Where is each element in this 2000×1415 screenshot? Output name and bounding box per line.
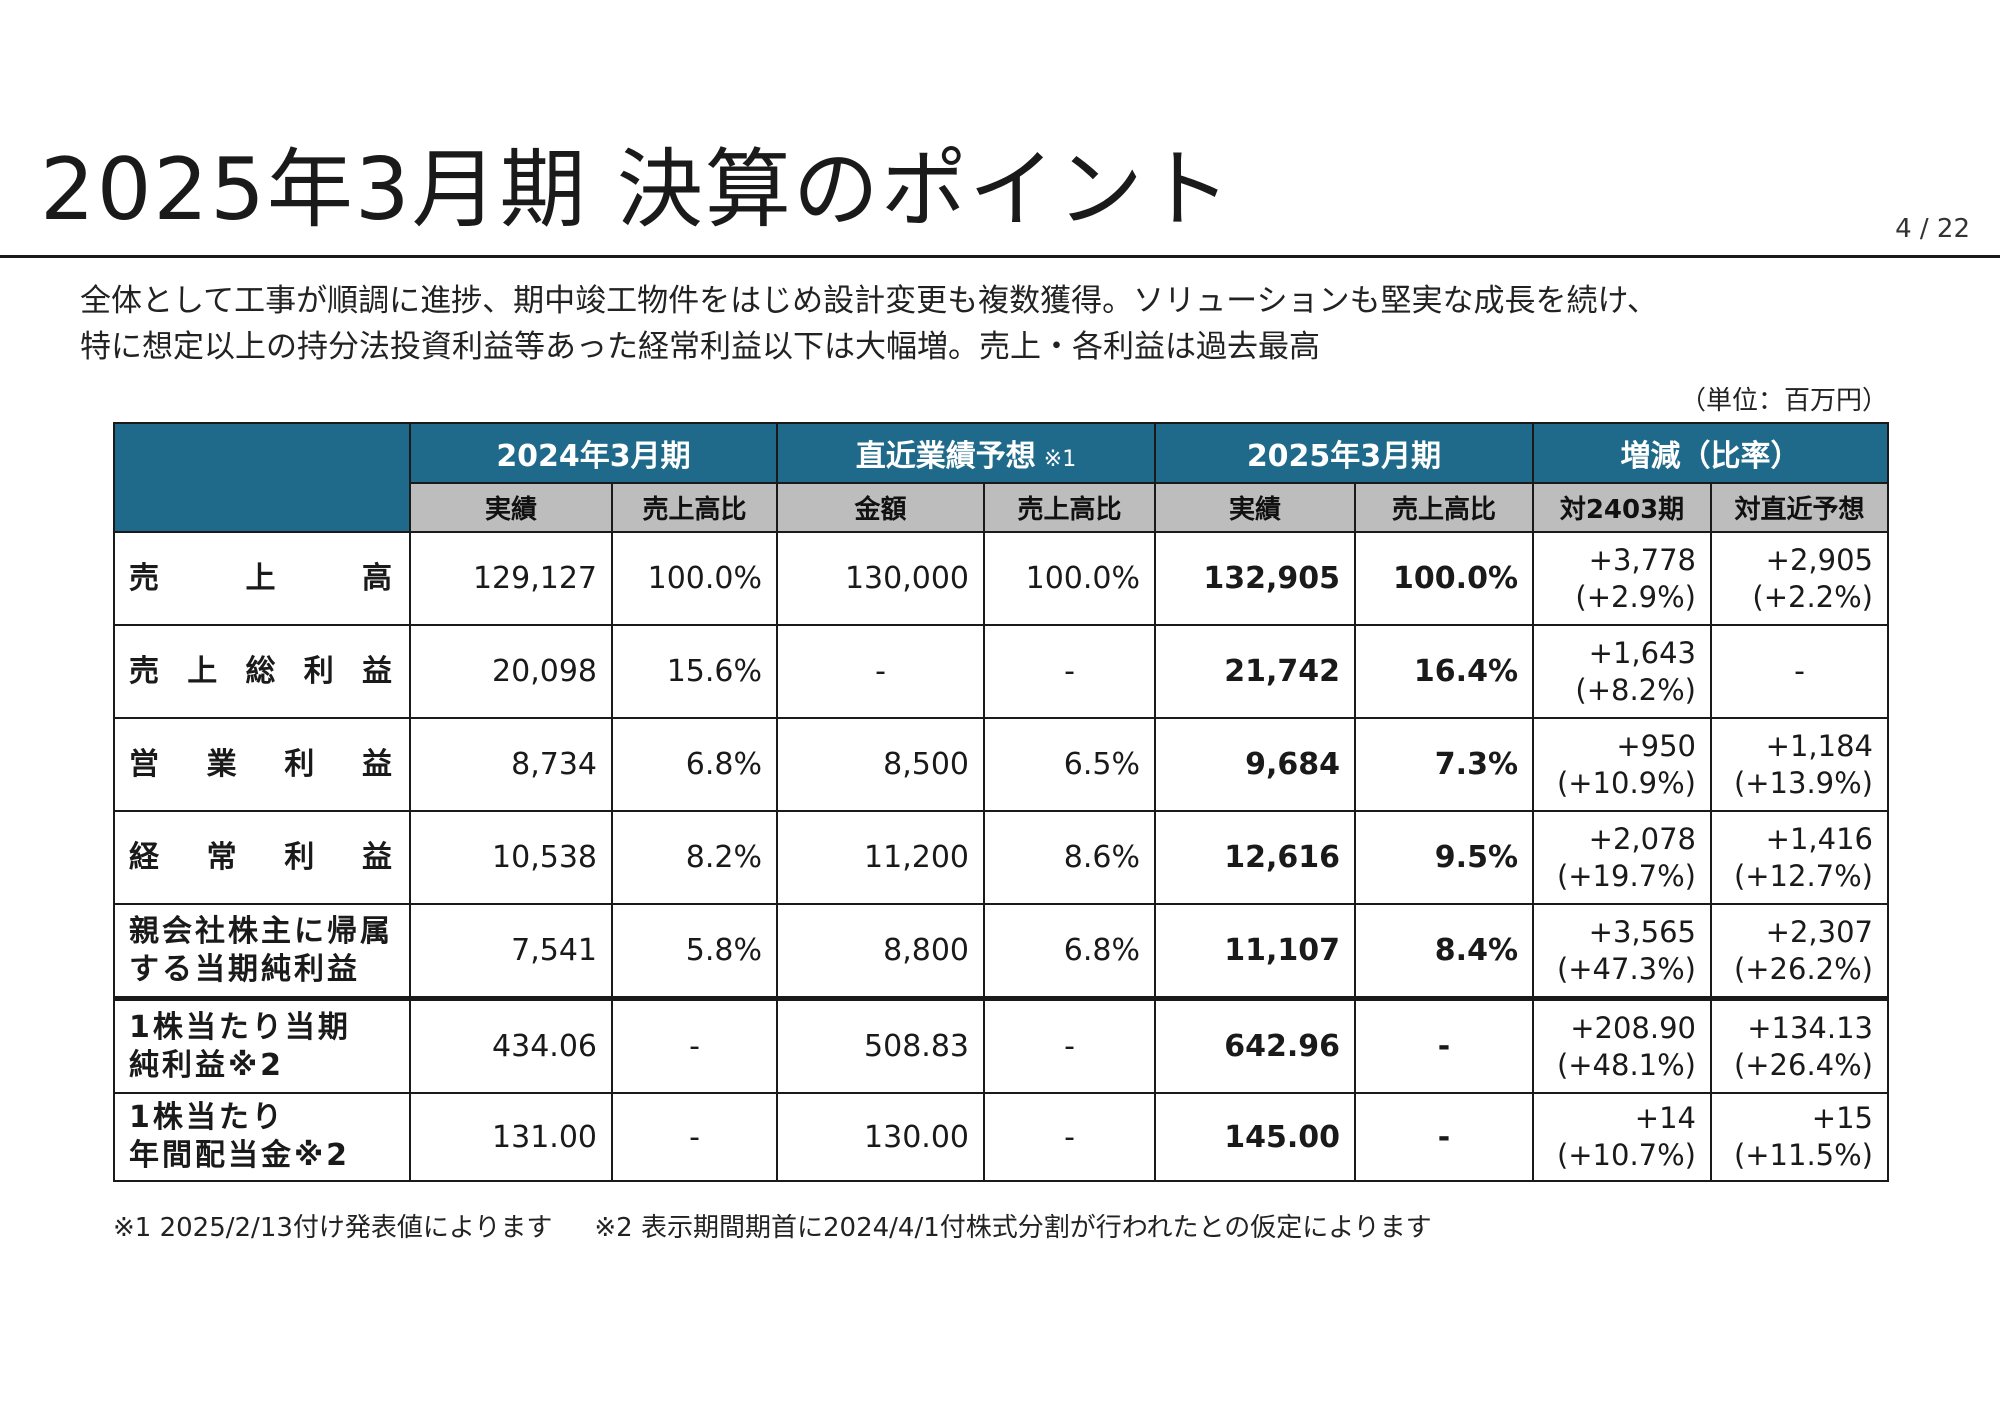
cell-forecast-ratio: 100.0% xyxy=(983,531,1156,626)
cell-change-vs-forecast: +2,905 (+2.2%) xyxy=(1710,531,1889,626)
cell-change-vs-2403: +950 (+10.9%) xyxy=(1532,717,1712,812)
cell-ratio-2025: 9.5% xyxy=(1354,810,1534,905)
group-header-forecast: 直近業績予想 ※1 xyxy=(776,422,1156,484)
cell-forecast: 8,500 xyxy=(776,717,985,812)
cell-actual-2025: 12,616 xyxy=(1154,810,1356,905)
cell-forecast-ratio: 6.5% xyxy=(983,717,1156,812)
table-row: 営業利益 8,734 6.8% 8,500 6.5% 9,684 7.3% +9… xyxy=(113,717,1889,812)
col-header-ratio-2025: 売上高比 xyxy=(1354,482,1534,533)
unit-note: （単位：百万円） xyxy=(1679,386,1888,416)
cell-ratio-2024: 6.8% xyxy=(611,717,778,812)
row-label: 1株当たり当期 純利益※2 xyxy=(113,996,411,1094)
row-label: 売上高 xyxy=(113,531,411,626)
cell-change-vs-forecast: +134.13 (+26.4%) xyxy=(1710,996,1889,1094)
cell-forecast-ratio: - xyxy=(983,1092,1156,1182)
row-label: 経常利益 xyxy=(113,810,411,905)
cell-ratio-2024: - xyxy=(611,996,778,1094)
cell-change-vs-2403: +208.90 (+48.1%) xyxy=(1532,996,1712,1094)
table-row: 1株当たり 年間配当金※2 131.00 - 130.00 - 145.00 - … xyxy=(113,1092,1889,1182)
footnotes: ※1 2025/2/13付け発表値によります ※2 表示期間期首に2024/4/1… xyxy=(113,1207,1432,1244)
cell-change-vs-2403: +3,565 (+47.3%) xyxy=(1532,903,1712,1000)
cell-ratio-2025: - xyxy=(1354,996,1534,1094)
cell-ratio-2024: 8.2% xyxy=(611,810,778,905)
cell-change-vs-forecast: +2,307 (+26.2%) xyxy=(1710,903,1889,1000)
cell-forecast: 11,200 xyxy=(776,810,985,905)
cell-change-vs-forecast: +15 (+11.5%) xyxy=(1710,1092,1889,1182)
title-divider xyxy=(0,255,2000,258)
group-header-change: 増減（比率） xyxy=(1532,422,1889,484)
cell-actual-2024: 129,127 xyxy=(409,531,613,626)
group-header-2025: 2025年3月期 xyxy=(1154,422,1534,484)
table-row: 1株当たり当期 純利益※2 434.06 - 508.83 - 642.96 - … xyxy=(113,996,1889,1094)
table-row: 売上総利益 20,098 15.6% - - 21,742 16.4% +1,6… xyxy=(113,624,1889,719)
corner-header-cell xyxy=(113,422,411,533)
table-row: 売上高 129,127 100.0% 130,000 100.0% 132,90… xyxy=(113,531,1889,626)
cell-forecast-ratio: 6.8% xyxy=(983,903,1156,1000)
results-table: 2024年3月期 直近業績予想 ※1 2025年3月期 増減（比率） 実績 売上高… xyxy=(113,422,1889,1182)
footnote-1: ※1 2025/2/13付け発表値によります xyxy=(113,1213,553,1243)
cell-forecast: - xyxy=(776,624,985,719)
row-label: 親会社株主に帰属 する当期純利益 xyxy=(113,903,411,1000)
cell-actual-2024: 131.00 xyxy=(409,1092,613,1182)
cell-change-vs-2403: +1,643 (+8.2%) xyxy=(1532,624,1712,719)
cell-actual-2024: 8,734 xyxy=(409,717,613,812)
cell-actual-2024: 20,098 xyxy=(409,624,613,719)
cell-change-vs-2403: +2,078 (+19.7%) xyxy=(1532,810,1712,905)
cell-forecast: 130.00 xyxy=(776,1092,985,1182)
cell-ratio-2025: 8.4% xyxy=(1354,903,1534,1000)
cell-ratio-2024: 5.8% xyxy=(611,903,778,1000)
cell-forecast: 130,000 xyxy=(776,531,985,626)
col-header-actual-2025: 実績 xyxy=(1154,482,1356,533)
table-row: 経常利益 10,538 8.2% 11,200 8.6% 12,616 9.5%… xyxy=(113,810,1889,905)
col-header-forecast-amount: 金額 xyxy=(776,482,985,533)
cell-change-vs-forecast: +1,184 (+13.9%) xyxy=(1710,717,1889,812)
cell-change-vs-2403: +14 (+10.7%) xyxy=(1532,1092,1712,1182)
cell-change-vs-forecast: - xyxy=(1710,624,1889,719)
cell-actual-2024: 10,538 xyxy=(409,810,613,905)
col-header-actual-2024: 実績 xyxy=(409,482,613,533)
footnote-2: ※2 表示期間期首に2024/4/1付株式分割が行われたとの仮定によります xyxy=(594,1213,1432,1243)
cell-ratio-2024: 100.0% xyxy=(611,531,778,626)
cell-actual-2025: 9,684 xyxy=(1154,717,1356,812)
cell-ratio-2025: 16.4% xyxy=(1354,624,1534,719)
page-number: 4 / 22 xyxy=(1895,214,1970,244)
cell-actual-2025: 132,905 xyxy=(1154,531,1356,626)
summary-text: 全体として工事が順調に進捗、期中竣工物件をはじめ設計変更も複数獲得。ソリューショ… xyxy=(80,278,1960,370)
cell-forecast: 8,800 xyxy=(776,903,985,1000)
cell-ratio-2025: - xyxy=(1354,1092,1534,1182)
row-label: 営業利益 xyxy=(113,717,411,812)
col-header-forecast-ratio: 売上高比 xyxy=(983,482,1156,533)
cell-actual-2025: 11,107 xyxy=(1154,903,1356,1000)
cell-actual-2025: 21,742 xyxy=(1154,624,1356,719)
cell-actual-2024: 7,541 xyxy=(409,903,613,1000)
col-header-vs-forecast: 対直近予想 xyxy=(1710,482,1889,533)
col-header-ratio-2024: 売上高比 xyxy=(611,482,778,533)
forecast-note-marker: ※1 xyxy=(1043,447,1077,472)
col-header-vs-2403: 対2403期 xyxy=(1532,482,1712,533)
cell-forecast-ratio: - xyxy=(983,624,1156,719)
group-header-2024: 2024年3月期 xyxy=(409,422,778,484)
cell-actual-2025: 145.00 xyxy=(1154,1092,1356,1182)
cell-forecast-ratio: 8.6% xyxy=(983,810,1156,905)
cell-forecast-ratio: - xyxy=(983,996,1156,1094)
cell-ratio-2024: - xyxy=(611,1092,778,1182)
table-row: 親会社株主に帰属 する当期純利益 7,541 5.8% 8,800 6.8% 11… xyxy=(113,903,1889,1000)
cell-change-vs-forecast: +1,416 (+12.7%) xyxy=(1710,810,1889,905)
page-title: 2025年3月期 決算のポイント xyxy=(40,140,1233,240)
cell-forecast: 508.83 xyxy=(776,996,985,1094)
summary-line: 特に想定以上の持分法投資利益等あった経常利益以下は大幅増。売上・各利益は過去最高 xyxy=(80,329,1320,365)
cell-actual-2025: 642.96 xyxy=(1154,996,1356,1094)
row-label: 売上総利益 xyxy=(113,624,411,719)
row-label: 1株当たり 年間配当金※2 xyxy=(113,1092,411,1182)
cell-ratio-2025: 100.0% xyxy=(1354,531,1534,626)
summary-line: 全体として工事が順調に進捗、期中竣工物件をはじめ設計変更も複数獲得。ソリューショ… xyxy=(80,283,1658,319)
cell-change-vs-2403: +3,778 (+2.9%) xyxy=(1532,531,1712,626)
cell-actual-2024: 434.06 xyxy=(409,996,613,1094)
cell-ratio-2024: 15.6% xyxy=(611,624,778,719)
cell-ratio-2025: 7.3% xyxy=(1354,717,1534,812)
